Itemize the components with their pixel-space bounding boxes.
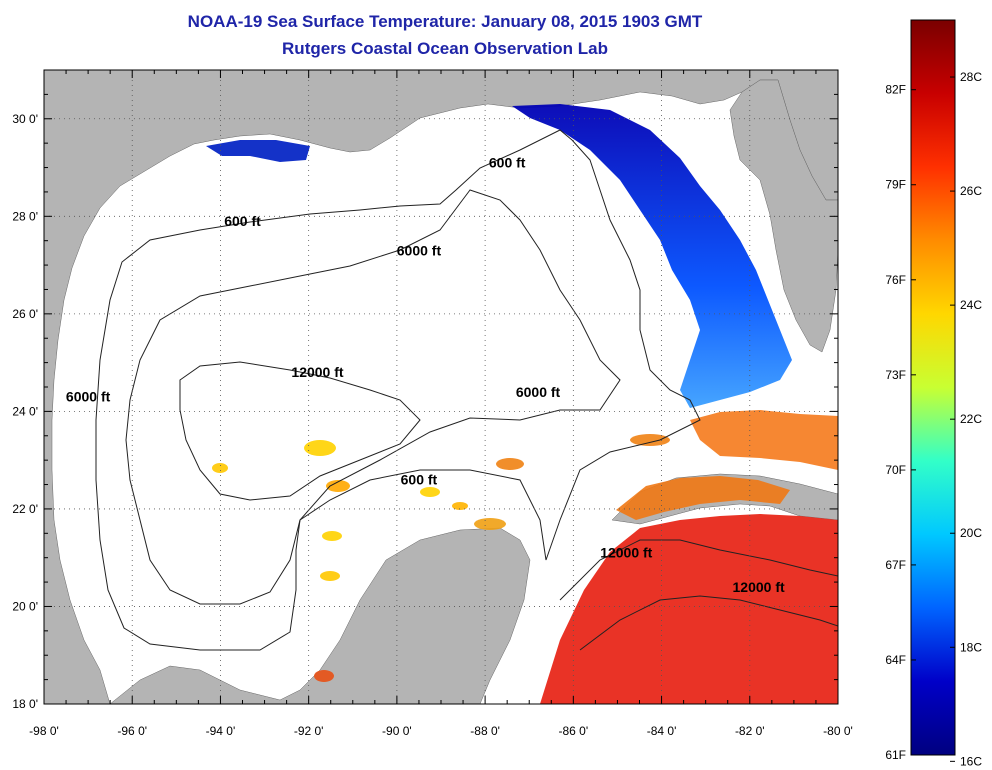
- contour-label: 600 ft: [224, 213, 261, 229]
- colorbar-c-label: 18C: [960, 640, 982, 654]
- latitude-label: 20 0': [12, 599, 38, 613]
- axis-ticks: [43, 69, 839, 705]
- colorbar-f-label: 76F: [885, 273, 906, 287]
- contour-label: 12000 ft: [291, 364, 343, 380]
- bathymetry-contours: [95, 129, 838, 651]
- contour-label: 12000 ft: [600, 545, 652, 561]
- colorbar-c-label: 24C: [960, 298, 982, 312]
- colorbar-c-label: 26C: [960, 184, 982, 198]
- contour-600ft: [95, 129, 701, 651]
- latitude-label: 18 0': [12, 697, 38, 711]
- warm-sst-strait: [690, 410, 838, 470]
- contour-label: 6000 ft: [516, 384, 561, 400]
- colorbar-f-label: 73F: [885, 368, 906, 382]
- warm-sst-patches: [212, 434, 670, 682]
- contour-12000ft-caribbean: [559, 539, 838, 601]
- longitude-label: -88 0': [470, 724, 500, 738]
- cold-sst-region: [512, 104, 792, 408]
- colorbar-c-label: 28C: [960, 70, 982, 84]
- contour-label: 6000 ft: [66, 389, 111, 405]
- latitude-labels: 30 0' 28 0' 26 0' 24 0' 22 0' 20 0' 18 0': [12, 112, 38, 711]
- colorbar-f-label: 82F: [885, 83, 906, 97]
- gridlines: [44, 70, 838, 704]
- longitude-label: -96 0': [117, 724, 147, 738]
- longitude-label: -84 0': [647, 724, 677, 738]
- contour-12000ft-caribbean-2: [579, 595, 838, 651]
- longitude-label: -90 0': [382, 724, 412, 738]
- contour-labels: 600 ft 600 ft 6000 ft 12000 ft 6000 ft 6000 f…: [66, 155, 785, 595]
- contour-12000ft: [179, 361, 421, 501]
- contour-label: 600 ft: [401, 472, 438, 488]
- colorbar-c-label: 16C: [960, 754, 982, 768]
- latitude-label: 30 0': [12, 112, 38, 126]
- colorbar-f-label: 79F: [885, 178, 906, 192]
- contour-label: 12000 ft: [733, 579, 785, 595]
- map-subtitle: Rutgers Coastal Ocean Observation Lab: [282, 39, 608, 58]
- longitude-label: -92 0': [294, 724, 324, 738]
- contour-label: 600 ft: [489, 155, 526, 171]
- latitude-label: 24 0': [12, 404, 38, 418]
- warm-sst-caribbean: [540, 514, 838, 704]
- longitude-label: -86 0': [559, 724, 589, 738]
- colorbar-f-label: 61F: [885, 748, 906, 762]
- longitude-label: -80 0': [823, 724, 853, 738]
- latitude-label: 26 0': [12, 307, 38, 321]
- colorbar-c-label: 20C: [960, 526, 982, 540]
- map-title: NOAA-19 Sea Surface Temperature: January…: [187, 12, 703, 31]
- latitude-label: 22 0': [12, 502, 38, 516]
- colorbar: [910, 19, 956, 756]
- longitude-labels: -98 0' -96 0' -94 0' -92 0' -90 0' -88 0' -86 …: [29, 724, 853, 738]
- latitude-label: 28 0': [12, 209, 38, 223]
- land-mexico-yucatan: [109, 527, 531, 704]
- colorbar-f-label: 64F: [885, 653, 906, 667]
- colorbar-celsius-labels: 28C 26C 24C 22C 20C 18C 16C: [960, 70, 982, 768]
- longitude-label: -94 0': [206, 724, 236, 738]
- colorbar-f-label: 67F: [885, 558, 906, 572]
- colorbar-ticks: [911, 76, 955, 762]
- colorbar-fahrenheit-labels: 82F 79F 76F 73F 70F 67F 64F 61F: [885, 83, 906, 762]
- cold-sst-panhandle: [206, 140, 310, 162]
- contour-label: 6000 ft: [397, 242, 442, 258]
- longitude-label: -82 0': [735, 724, 765, 738]
- longitude-label: -98 0': [29, 724, 59, 738]
- contour-6000ft: [125, 189, 621, 605]
- colorbar-c-label: 22C: [960, 412, 982, 426]
- colorbar-f-label: 70F: [885, 463, 906, 477]
